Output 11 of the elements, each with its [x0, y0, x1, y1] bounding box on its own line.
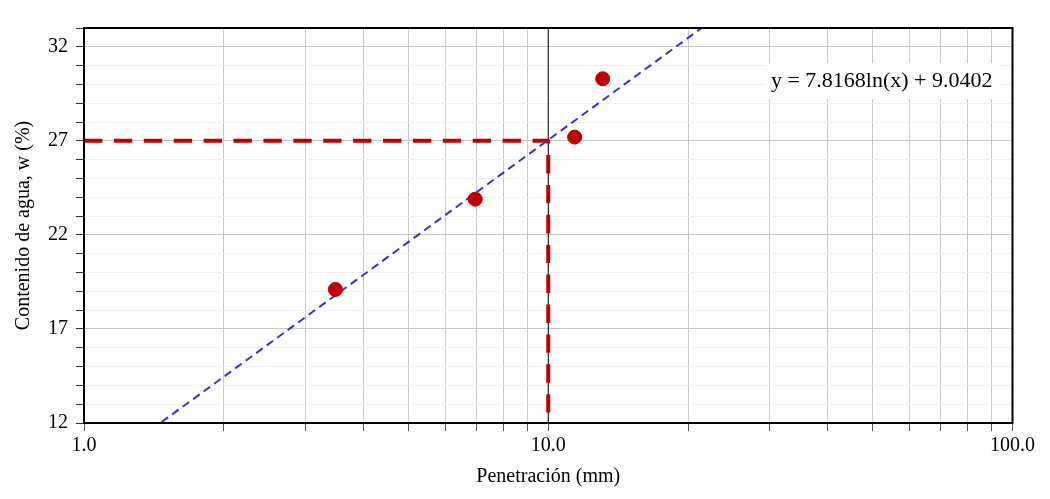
y-axis-title: Contenido de agua, w (%) [11, 120, 35, 331]
annotation: y = 7.8168ln(x) + 9.0402 [770, 66, 993, 92]
y-tick-label: 12 [48, 410, 68, 433]
y-tick-label: 32 [48, 34, 68, 57]
x-tick-label: 1.0 [71, 433, 97, 456]
x-tick-label: 100.0 [990, 433, 1035, 456]
x-axis-title: Penetración (mm) [476, 464, 621, 488]
y-tick-label: 27 [48, 128, 68, 151]
y-tick-label: 22 [48, 222, 68, 245]
x-tick-label: 10.0 [530, 433, 566, 456]
y-tick-label: 17 [48, 316, 68, 339]
